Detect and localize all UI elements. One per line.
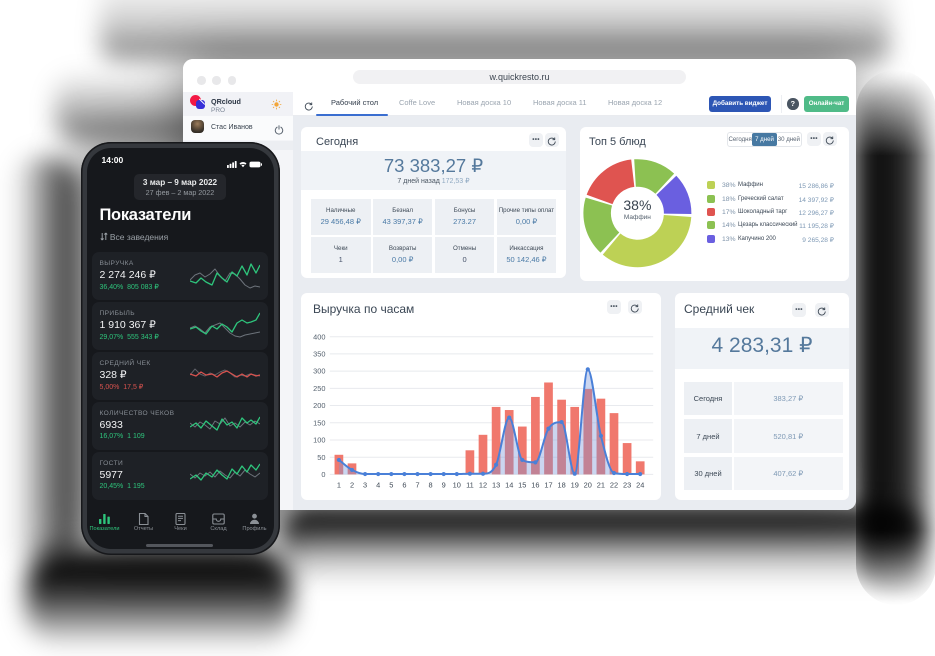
svg-text:14: 14 bbox=[505, 481, 513, 490]
svg-text:5: 5 bbox=[389, 481, 393, 490]
svg-text:200: 200 bbox=[313, 401, 325, 410]
svg-text:50: 50 bbox=[317, 453, 325, 462]
svg-text:22: 22 bbox=[610, 481, 618, 490]
svg-text:16: 16 bbox=[531, 481, 539, 490]
svg-text:20: 20 bbox=[584, 481, 592, 490]
svg-text:23: 23 bbox=[623, 481, 631, 490]
svg-text:0: 0 bbox=[321, 470, 325, 479]
svg-text:10: 10 bbox=[453, 481, 461, 490]
svg-text:300: 300 bbox=[313, 367, 325, 376]
svg-text:400: 400 bbox=[313, 332, 325, 341]
svg-text:2: 2 bbox=[350, 481, 354, 490]
svg-text:350: 350 bbox=[313, 350, 325, 359]
svg-text:19: 19 bbox=[571, 481, 579, 490]
svg-text:4: 4 bbox=[376, 481, 380, 490]
svg-text:6: 6 bbox=[402, 481, 406, 490]
svg-text:3: 3 bbox=[363, 481, 367, 490]
svg-text:1: 1 bbox=[337, 481, 341, 490]
svg-text:12: 12 bbox=[479, 481, 487, 490]
svg-text:9: 9 bbox=[442, 481, 446, 490]
svg-text:18: 18 bbox=[557, 481, 565, 490]
svg-text:11: 11 bbox=[466, 481, 474, 490]
svg-text:24: 24 bbox=[636, 481, 644, 490]
svg-text:17: 17 bbox=[544, 481, 552, 490]
svg-text:100: 100 bbox=[313, 436, 325, 445]
svg-text:8: 8 bbox=[429, 481, 433, 490]
svg-text:7: 7 bbox=[415, 481, 419, 490]
svg-text:250: 250 bbox=[313, 384, 325, 393]
svg-text:21: 21 bbox=[597, 481, 605, 490]
svg-text:15: 15 bbox=[518, 481, 526, 490]
svg-text:150: 150 bbox=[313, 418, 325, 427]
svg-text:13: 13 bbox=[492, 481, 500, 490]
